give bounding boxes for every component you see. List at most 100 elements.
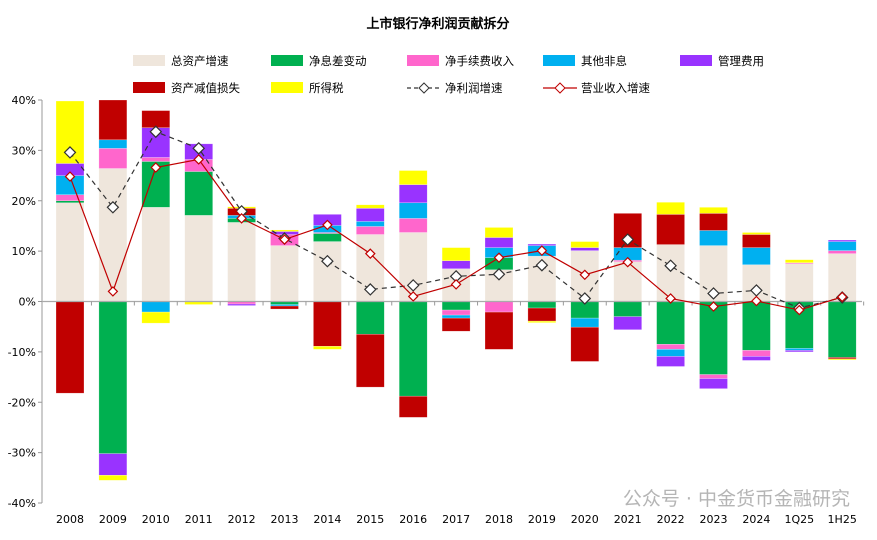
bar-segment-1 xyxy=(527,301,557,309)
bar-segment-3 xyxy=(356,221,385,227)
bar-segment-4 xyxy=(570,247,600,251)
legend-label: 其他非息 xyxy=(581,54,627,68)
y-tick-label: -20% xyxy=(8,396,36,409)
bar-segment-2 xyxy=(441,309,471,316)
bar-segment-3 xyxy=(656,349,685,357)
bar-segment-4 xyxy=(98,453,128,476)
bar-segment-4 xyxy=(656,356,685,367)
y-tick-label: -30% xyxy=(8,447,36,460)
bar-segment-1 xyxy=(827,301,857,358)
bar-segment-1 xyxy=(613,301,642,317)
legend-item: 净利润增速 xyxy=(407,81,503,95)
line-point-revenue xyxy=(364,248,376,259)
bar-segment-1 xyxy=(656,301,685,345)
line-point-net-profit xyxy=(707,287,720,300)
line-point-net-profit xyxy=(63,146,77,159)
bar-segment-2 xyxy=(398,218,428,233)
bar-segment-1 xyxy=(313,233,342,242)
line-point-revenue xyxy=(836,291,848,303)
bar-segment-6 xyxy=(270,229,299,232)
legend-item: 营业收入增速 xyxy=(543,81,650,95)
x-tick-label: 2010 xyxy=(142,513,170,526)
legend-label: 净利润增速 xyxy=(445,81,503,95)
bar-segment-5 xyxy=(398,395,428,418)
bar-segment-0 xyxy=(613,261,642,302)
line-point-net-profit xyxy=(578,292,592,305)
bar-segment-0 xyxy=(270,245,299,302)
bar-segment-1 xyxy=(398,301,428,397)
line-point-revenue xyxy=(751,295,762,307)
legend-label: 营业收入增速 xyxy=(581,81,650,95)
line-point-revenue xyxy=(107,286,119,297)
bar-segment-3 xyxy=(785,348,814,351)
line-point-revenue xyxy=(579,269,591,281)
line-point-revenue xyxy=(193,154,205,165)
bar-segment-5 xyxy=(98,99,128,141)
line-point-revenue xyxy=(450,279,462,290)
x-tick-label: 2024 xyxy=(742,513,770,526)
legend-item: 其他非息 xyxy=(543,54,627,68)
line-point-revenue xyxy=(322,219,333,231)
line-point-revenue xyxy=(622,256,634,268)
bar-segment-5 xyxy=(742,234,771,248)
bar-segment-2 xyxy=(55,194,85,202)
x-tick-label: 2022 xyxy=(657,513,685,526)
bar-segment-2 xyxy=(742,350,771,357)
x-tick-label: 2014 xyxy=(313,513,341,526)
y-tick-label: -10% xyxy=(8,346,36,359)
bar-segment-6 xyxy=(570,241,600,248)
bar-segment-5 xyxy=(656,214,685,245)
legend-swatch xyxy=(133,82,165,93)
bar-segment-4 xyxy=(742,356,771,361)
bar-segment-2 xyxy=(141,157,171,162)
x-tick-label: 1H25 xyxy=(828,513,857,526)
bar-segment-3 xyxy=(441,314,471,319)
line-point-net-profit xyxy=(363,283,377,296)
x-tick-label: 2009 xyxy=(99,513,127,526)
bar-segment-4 xyxy=(699,378,728,389)
bar-segment-2 xyxy=(656,344,685,350)
line-point-net-profit xyxy=(149,125,163,139)
bars xyxy=(55,99,857,481)
legend-item: 净息差变动 xyxy=(271,54,367,68)
line-point-net-profit xyxy=(535,258,549,272)
y-tick-label: 40% xyxy=(12,94,36,107)
bar-segment-3 xyxy=(141,301,171,313)
y-tick-label: 30% xyxy=(12,144,36,157)
line-point-net-profit xyxy=(406,279,420,292)
bar-segment-5 xyxy=(356,333,385,388)
legend-item: 管理费用 xyxy=(680,54,764,68)
legend-item: 所得税 xyxy=(271,81,344,95)
bar-segment-1 xyxy=(98,301,128,454)
x-tick-label: 2013 xyxy=(271,513,299,526)
x-tick-label: 2023 xyxy=(700,513,728,526)
bar-segment-5 xyxy=(141,110,171,128)
bar-segment-1 xyxy=(441,301,471,311)
bar-segment-4 xyxy=(398,184,428,204)
bar-segment-4 xyxy=(827,239,857,242)
bar-segment-1 xyxy=(356,301,385,335)
bar-segment-1 xyxy=(184,171,213,216)
bar-segment-0 xyxy=(313,241,342,302)
bar-segment-3 xyxy=(570,317,600,328)
bar-segment-4 xyxy=(356,208,385,222)
line-point-net-profit xyxy=(106,200,120,214)
bar-segment-4 xyxy=(484,237,514,248)
bar-segment-5 xyxy=(527,307,557,322)
line-point-revenue xyxy=(493,252,505,264)
bar-segment-5 xyxy=(441,317,471,332)
bar-segment-1 xyxy=(699,301,728,375)
bar-segment-6 xyxy=(699,207,728,214)
bar-segment-5 xyxy=(270,305,299,310)
x-tick-label: 2020 xyxy=(571,513,599,526)
line-point-revenue xyxy=(64,171,76,182)
legend-label: 所得税 xyxy=(309,81,344,95)
y-tick-label: 10% xyxy=(12,245,36,258)
bar-segment-6 xyxy=(313,346,342,350)
bar-segment-2 xyxy=(98,148,128,169)
bar-segment-2 xyxy=(484,301,514,313)
x-tick-label: 2019 xyxy=(528,513,556,526)
